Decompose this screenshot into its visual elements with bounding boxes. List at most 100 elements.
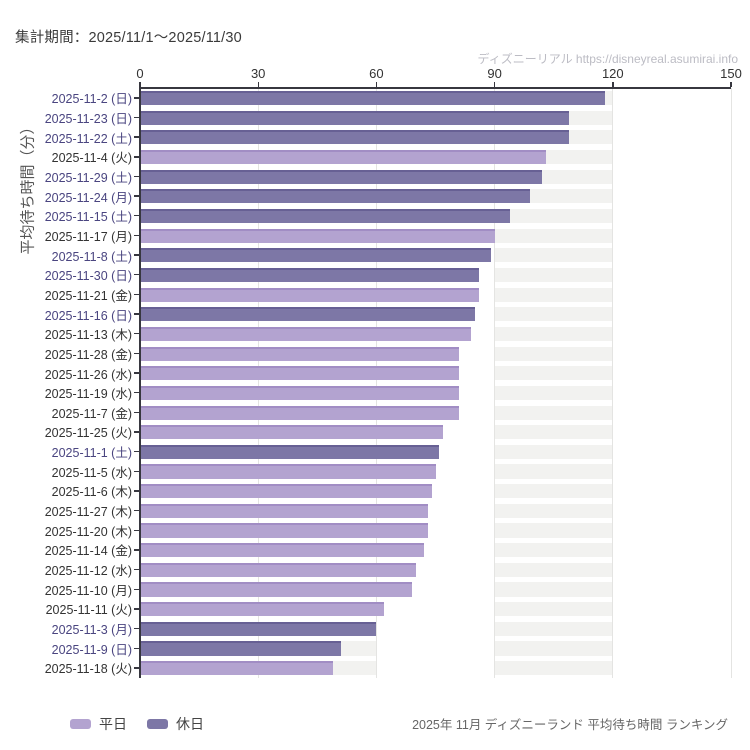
wait-time-bar [140, 385, 460, 400]
row-label: 2025-11-7 (金) [51, 406, 132, 421]
y-tick-mark [134, 588, 140, 590]
x-tick-label-60: 60 [369, 66, 384, 81]
row-label: 2025-11-24 (月) [44, 190, 132, 205]
row-label: 2025-11-4 (火) [51, 151, 132, 166]
chart-row-25: 2025-11-12 (水) [45, 559, 731, 580]
chart-caption: 2025年 11月 ディズニーランド 平均待ち時間 ランキング [412, 718, 728, 732]
wait-time-bar [140, 582, 412, 597]
y-tick-mark [134, 175, 140, 178]
row-label: 2025-11-17 (月) [44, 229, 132, 244]
y-tick-mark [134, 234, 140, 237]
x-tick-mark-30 [257, 82, 259, 87]
bar-track [140, 661, 731, 676]
wait-time-bar [140, 484, 432, 499]
chart-row-5: 2025-11-29 (土) [45, 166, 731, 187]
legend-item-weekday: 平日 [70, 714, 127, 734]
bar-track [140, 464, 731, 479]
chart-row-22: 2025-11-27 (木) [45, 500, 731, 521]
chart-row-7: 2025-11-15 (土) [45, 205, 731, 226]
bar-track [140, 543, 731, 558]
bar-chart-plot-area: 0 30 60 90 120 150 2025-11-2 (日) 2025-11-23 (日)… [45, 66, 742, 678]
chart-row-19: 2025-11-1 (土) [52, 441, 731, 462]
chart-row-17: 2025-11-7 (金) [52, 402, 731, 423]
row-label: 2025-11-18 (火) [44, 662, 132, 677]
row-label: 2025-11-5 (水) [51, 465, 132, 480]
chart-row-8: 2025-11-17 (月) [45, 225, 731, 246]
row-label: 2025-11-29 (土) [44, 170, 132, 185]
wait-time-bar [140, 602, 385, 617]
bar-track [140, 169, 731, 184]
bar-track [140, 602, 731, 617]
row-label: 2025-11-28 (金) [44, 347, 132, 362]
chart-row-4: 2025-11-4 (火) [52, 146, 731, 167]
row-label: 2025-11-23 (日) [44, 111, 132, 126]
chart-row-12: 2025-11-16 (日) [45, 304, 731, 324]
row-label: 2025-11-27 (木) [44, 505, 132, 520]
bar-track [140, 385, 731, 400]
chart-row-27: 2025-11-11 (火) [46, 599, 731, 619]
bar-track [140, 641, 731, 656]
gridline-120 [612, 88, 614, 678]
y-tick-mark [134, 568, 140, 571]
x-tick-mark-60 [375, 82, 378, 87]
wait-time-bar [140, 248, 491, 263]
row-label: 2025-11-12 (水) [44, 564, 132, 579]
row-label: 2025-11-14 (金) [44, 544, 132, 559]
bar-track [140, 228, 731, 243]
row-label: 2025-11-11 (火) [45, 603, 132, 618]
y-axis-line [139, 87, 141, 678]
wait-time-bar [140, 464, 436, 479]
bar-track [140, 503, 731, 518]
y-tick-mark [134, 627, 140, 630]
y-tick-mark [134, 667, 140, 669]
bar-track [140, 346, 731, 361]
wait-time-bar [140, 562, 416, 577]
row-label: 2025-11-10 (月) [44, 583, 132, 598]
chart-row-15: 2025-11-26 (水) [45, 363, 731, 383]
row-label: 2025-11-26 (水) [44, 367, 132, 382]
y-tick-mark [134, 372, 140, 374]
wait-time-bar [140, 228, 495, 243]
bar-track [140, 582, 731, 597]
x-tick-mark-120 [612, 82, 614, 87]
legend-label-holiday: 休日 [176, 716, 204, 732]
wait-time-bar [140, 110, 570, 125]
chart-row-14: 2025-11-28 (金) [45, 343, 731, 364]
holiday-color-swatch [147, 719, 168, 729]
wait-time-bar [140, 287, 479, 302]
wait-time-bar [140, 326, 471, 342]
bar-track [140, 405, 731, 420]
y-tick-mark [134, 274, 140, 276]
y-tick-mark [134, 490, 140, 492]
bar-track [140, 523, 731, 538]
x-axis-line [140, 87, 731, 89]
x-tick-label-150: 150 [720, 66, 742, 81]
y-tick-mark [134, 391, 140, 394]
row-label: 2025-11-22 (土) [44, 131, 132, 146]
wait-time-bar [140, 621, 377, 636]
chart-row-24: 2025-11-14 (金) [45, 540, 731, 560]
row-label: 2025-11-15 (土) [44, 210, 132, 225]
y-tick-mark [134, 470, 140, 472]
gridline-30 [257, 88, 259, 678]
gridline-90 [494, 88, 496, 678]
wait-time-bar [140, 503, 428, 518]
wait-time-bar [140, 523, 428, 538]
bar-track [140, 248, 731, 263]
chart-row-10: 2025-11-30 (日) [45, 264, 731, 285]
row-label: 2025-11-8 (土) [51, 249, 132, 264]
wait-time-bar [140, 208, 511, 224]
chart-row-28: 2025-11-3 (月) [52, 618, 731, 639]
row-label: 2025-11-20 (木) [44, 524, 132, 539]
wait-time-bar [140, 543, 424, 558]
bar-track [140, 326, 731, 342]
bar-track [140, 484, 731, 499]
y-tick-mark [134, 136, 140, 138]
row-label: 2025-11-3 (月) [51, 623, 132, 638]
y-tick-mark [134, 195, 140, 197]
report-period-title: 集計期間：2025/11/1～2025/11/30 [15, 30, 242, 46]
wait-time-bar [140, 169, 542, 184]
row-label: 2025-11-25 (火) [44, 426, 132, 441]
chart-row-29: 2025-11-9 (日) [52, 638, 731, 659]
y-tick-mark [134, 313, 140, 315]
